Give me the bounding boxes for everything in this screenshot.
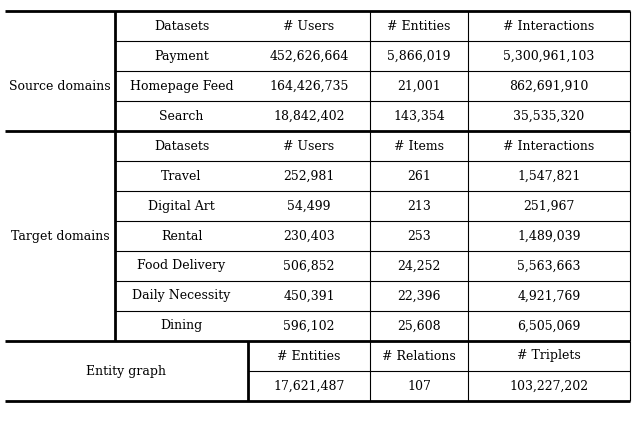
Text: # Interactions: # Interactions — [504, 19, 595, 32]
Text: 5,563,663: 5,563,663 — [517, 260, 580, 272]
Text: # Relations: # Relations — [382, 350, 456, 362]
Text: Search: Search — [159, 109, 204, 123]
Text: 54,499: 54,499 — [287, 199, 331, 213]
Text: # Entities: # Entities — [277, 350, 340, 362]
Text: 253: 253 — [407, 229, 431, 242]
Text: Rental: Rental — [161, 229, 202, 242]
Text: Travel: Travel — [161, 170, 202, 183]
Text: Datasets: Datasets — [154, 19, 209, 32]
Text: 596,102: 596,102 — [284, 319, 335, 333]
Text: 261: 261 — [407, 170, 431, 183]
Text: 251,967: 251,967 — [524, 199, 575, 213]
Text: 1,489,039: 1,489,039 — [517, 229, 580, 242]
Text: # Users: # Users — [284, 19, 335, 32]
Text: 143,354: 143,354 — [393, 109, 445, 123]
Text: 24,252: 24,252 — [397, 260, 441, 272]
Text: # Interactions: # Interactions — [504, 140, 595, 152]
Text: 230,403: 230,403 — [283, 229, 335, 242]
Text: 17,621,487: 17,621,487 — [273, 380, 345, 392]
Text: # Triplets: # Triplets — [517, 350, 581, 362]
Text: 5,866,019: 5,866,019 — [387, 50, 451, 62]
Text: 35,535,320: 35,535,320 — [513, 109, 584, 123]
Text: Digital Art: Digital Art — [148, 199, 215, 213]
Text: Daily Necessity: Daily Necessity — [132, 289, 230, 303]
Text: Dining: Dining — [161, 319, 203, 333]
Text: 21,001: 21,001 — [397, 79, 441, 93]
Text: 4,921,769: 4,921,769 — [517, 289, 580, 303]
Text: 18,842,402: 18,842,402 — [273, 109, 345, 123]
Text: # Entities: # Entities — [387, 19, 451, 32]
Text: Homepage Feed: Homepage Feed — [130, 79, 234, 93]
Text: 213: 213 — [407, 199, 431, 213]
Text: Entity graph: Entity graph — [86, 365, 166, 377]
Text: Target domains: Target domains — [11, 229, 109, 242]
Text: # Items: # Items — [394, 140, 444, 152]
Text: Food Delivery: Food Delivery — [138, 260, 226, 272]
Text: 6,505,069: 6,505,069 — [517, 319, 580, 333]
Text: 164,426,735: 164,426,735 — [269, 79, 349, 93]
Text: # Users: # Users — [284, 140, 335, 152]
Text: 506,852: 506,852 — [284, 260, 335, 272]
Text: 5,300,961,103: 5,300,961,103 — [503, 50, 595, 62]
Text: 862,691,910: 862,691,910 — [509, 79, 589, 93]
Text: 450,391: 450,391 — [283, 289, 335, 303]
Text: Datasets: Datasets — [154, 140, 209, 152]
Text: 22,396: 22,396 — [397, 289, 441, 303]
Text: Source domains: Source domains — [9, 79, 111, 93]
Text: Payment: Payment — [154, 50, 209, 62]
Text: 452,626,664: 452,626,664 — [269, 50, 349, 62]
Text: 25,608: 25,608 — [397, 319, 441, 333]
Text: 103,227,202: 103,227,202 — [509, 380, 589, 392]
Text: 107: 107 — [407, 380, 431, 392]
Text: 1,547,821: 1,547,821 — [517, 170, 580, 183]
Text: 252,981: 252,981 — [284, 170, 335, 183]
